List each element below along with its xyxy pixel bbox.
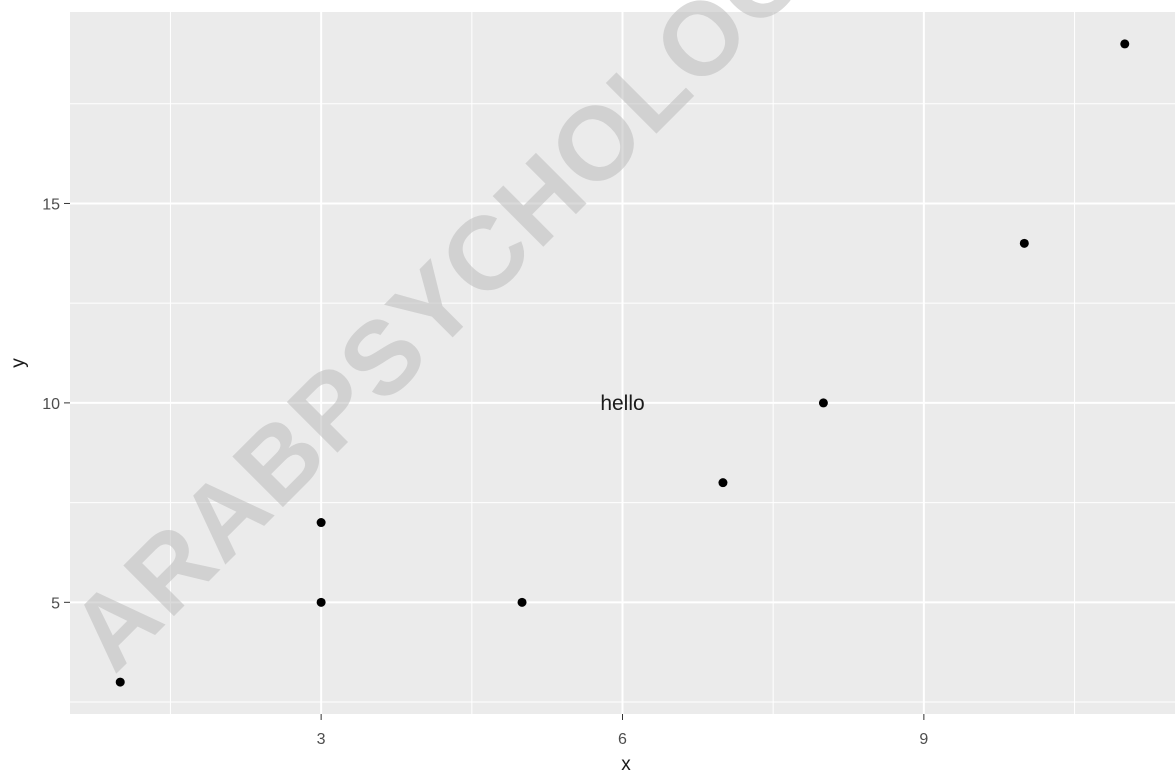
data-point [818,398,828,408]
data-points [115,39,1130,687]
data-point [1120,39,1130,49]
y-axis-title: y [8,358,29,368]
data-point [517,597,527,607]
y-tick-label: 10 [42,396,60,413]
y-tick-label: 15 [42,196,60,213]
data-point [115,677,125,687]
data-point [718,478,728,488]
y-axis: 5 10 15 [42,196,70,612]
x-axis-title: x [621,754,631,774]
data-point [316,518,326,528]
annotations: hello [600,392,644,415]
x-tick-label: 6 [618,731,627,748]
major-gridlines [70,12,1175,714]
annotation-label: hello [600,392,644,415]
data-point [1019,238,1029,248]
x-tick-label: 3 [317,731,326,748]
x-tick-label: 9 [919,731,928,748]
data-point [316,597,326,607]
x-axis: 3 6 9 [317,714,928,748]
y-tick-label: 5 [51,595,60,612]
